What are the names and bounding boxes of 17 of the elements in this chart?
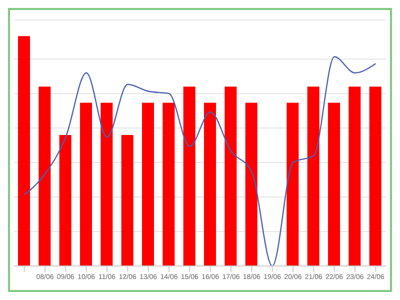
bar xyxy=(59,134,72,266)
bar xyxy=(307,86,320,266)
bar xyxy=(224,86,237,266)
bar xyxy=(328,102,340,266)
bar xyxy=(121,134,134,266)
bar xyxy=(142,102,154,266)
bar xyxy=(286,102,299,266)
bar xyxy=(162,102,175,266)
bar xyxy=(80,102,92,266)
bar xyxy=(18,36,30,266)
bar xyxy=(204,102,216,266)
bar xyxy=(183,86,196,266)
bar xyxy=(245,102,258,266)
bar xyxy=(348,86,361,266)
bar xyxy=(369,86,382,266)
bar xyxy=(38,86,51,266)
bar xyxy=(100,102,113,266)
